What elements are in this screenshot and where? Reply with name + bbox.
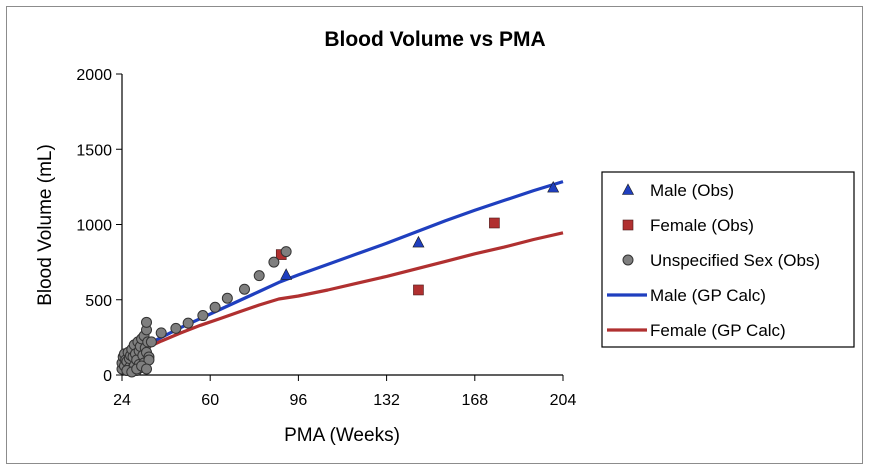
legend	[601, 171, 855, 348]
point-unspecified-sex-obs	[145, 336, 157, 348]
legend-entries: Male (Obs) Female (Obs) Unspecified Sex (O…	[607, 181, 820, 340]
series-line-male-gp-calc-	[121, 180, 564, 365]
legend-swatch	[622, 254, 634, 266]
legend-label: Female (GP Calc)	[650, 321, 786, 340]
point-female-obs	[413, 284, 424, 296]
legend-label: Male (Obs)	[650, 181, 734, 200]
legend-swatch	[622, 183, 634, 195]
y-tick-label: 2000	[76, 67, 112, 84]
legend-swatch	[622, 219, 634, 231]
y-tick-label: 0	[103, 368, 112, 385]
point-unspecified-sex-obs	[280, 246, 292, 258]
series-line-female-gp-calc-	[121, 231, 564, 366]
point-unspecified-sex-obs	[268, 256, 280, 268]
point-unspecified-sex-obs	[141, 316, 152, 328]
x-tick-label: 96	[290, 392, 308, 409]
plot-area: 0 500 1000 1500 2000 24 60 96 132 168 204	[76, 67, 576, 409]
point-unspecified-sex-obs	[170, 322, 182, 334]
legend-label: Unspecified Sex (Obs)	[650, 251, 820, 270]
x-tick-label: 60	[201, 392, 219, 409]
point-unspecified-sex-obs	[239, 283, 250, 295]
point-unspecified-sex-obs	[197, 310, 209, 322]
y-axis-title: Blood Volume (mL)	[35, 144, 56, 306]
point-unspecified-sex-obs	[155, 327, 167, 339]
point-unspecified-sex-obs	[141, 363, 152, 375]
chart-title: Blood Volume vs PMA	[324, 28, 545, 51]
x-axis-title: PMA (Weeks)	[284, 425, 400, 446]
point-unspecified-sex-obs	[253, 270, 265, 282]
point-unspecified-sex-obs	[182, 317, 194, 329]
point-male-obs	[280, 268, 293, 280]
y-tick-label: 500	[85, 293, 112, 310]
point-male-obs	[412, 235, 425, 248]
point-unspecified-sex-obs	[221, 292, 233, 304]
legend-label: Female (Obs)	[650, 216, 754, 235]
x-tick-label: 24	[113, 392, 131, 409]
y-tick-label: 1500	[76, 142, 112, 159]
y-tick-label: 1000	[76, 218, 112, 235]
point-female-obs	[489, 217, 500, 229]
x-tick-label: 168	[461, 392, 488, 409]
legend-label: Male (GP Calc)	[650, 286, 766, 305]
point-unspecified-sex-obs	[209, 301, 221, 313]
x-tick-label: 132	[373, 392, 400, 409]
x-tick-label: 204	[550, 392, 577, 409]
point-male-obs	[547, 180, 560, 193]
